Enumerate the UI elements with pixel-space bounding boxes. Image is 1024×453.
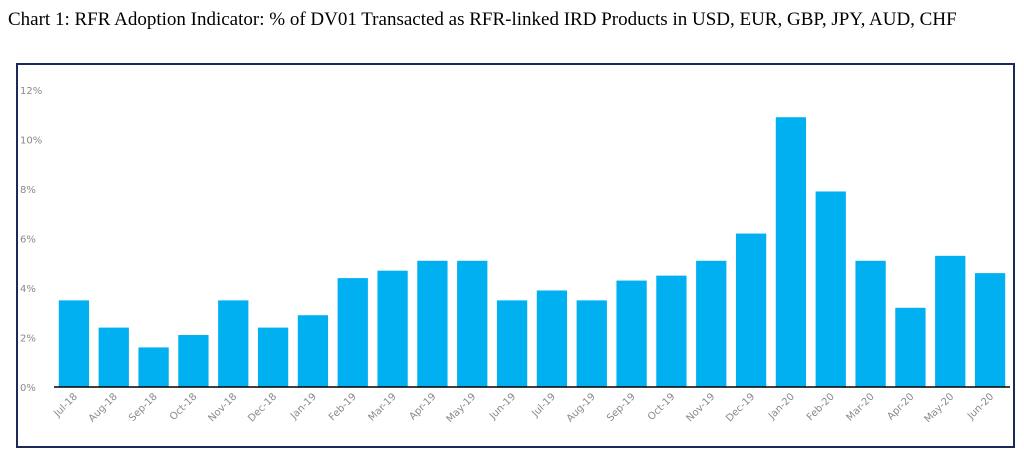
bar-feb-19 xyxy=(337,278,368,387)
x-tick-label: Jun-19 xyxy=(487,391,518,422)
x-tick-label: Jul-18 xyxy=(51,391,80,420)
y-tick-label: 6% xyxy=(20,235,36,246)
bar-mar-19 xyxy=(377,270,408,387)
x-tick-label: Apr-20 xyxy=(885,391,916,422)
x-axis-ticks: Jul-18 Aug-18 Sep-18 Oct-18 Nov-18 Dec-18 Jan-… xyxy=(51,391,996,425)
x-tick-label: Oct-19 xyxy=(646,391,678,423)
y-tick-label: 10% xyxy=(20,136,42,147)
chart-frame: 0% 2% 4% 6% 8% 10% 12% Jul-18 Aug-18 Sep-18 Oct-1… xyxy=(16,63,1015,448)
x-tick-label: Aug-18 xyxy=(87,391,120,424)
bar-sep-18 xyxy=(138,347,169,387)
y-tick-label: 2% xyxy=(20,334,36,345)
bar-aug-18 xyxy=(98,327,129,387)
x-tick-label: Jan-20 xyxy=(766,391,797,422)
x-tick-label: Nov-18 xyxy=(206,391,239,424)
y-tick-label: 12% xyxy=(20,86,42,97)
x-tick-label: Jan-19 xyxy=(288,391,319,422)
y-tick-label: 8% xyxy=(20,185,36,196)
bar-aug-19 xyxy=(576,300,607,387)
x-tick-label: Jul-19 xyxy=(529,391,558,420)
y-tick-label: 4% xyxy=(20,284,36,295)
x-tick-label: Apr-19 xyxy=(407,391,438,422)
x-tick-label: Sep-18 xyxy=(127,391,160,424)
bar-dec-19 xyxy=(735,233,767,387)
bar-oct-19 xyxy=(656,275,687,387)
y-tick-label: 0% xyxy=(20,383,36,394)
x-tick-label: Feb-19 xyxy=(327,391,359,423)
x-tick-label: Oct-18 xyxy=(168,391,200,423)
bar-jun-20 xyxy=(974,273,1006,387)
x-tick-label: Aug-19 xyxy=(565,391,598,424)
x-tick-label: Nov-19 xyxy=(684,391,717,424)
bars xyxy=(58,117,1006,387)
y-axis-ticks: 0% 2% 4% 6% 8% 10% 12% xyxy=(20,86,42,394)
x-tick-label: Sep-19 xyxy=(605,391,638,424)
bar-may-19 xyxy=(457,260,488,387)
bar-jan-19 xyxy=(297,315,329,387)
bar-may-20 xyxy=(935,255,966,387)
x-tick-label: Mar-19 xyxy=(366,391,398,423)
bar-mar-20 xyxy=(855,260,886,387)
bar-jun-19 xyxy=(496,300,528,387)
bar-jan-20 xyxy=(775,117,807,387)
bar-jul-19 xyxy=(536,290,568,387)
x-tick-label: Dec-18 xyxy=(246,391,279,424)
x-tick-label: Jun-20 xyxy=(965,391,996,422)
bar-apr-20 xyxy=(895,307,926,387)
x-tick-label: May-19 xyxy=(445,391,479,425)
bar-jul-18 xyxy=(58,300,90,387)
bar-dec-18 xyxy=(257,327,289,387)
bar-nov-18 xyxy=(218,300,249,387)
bar-apr-19 xyxy=(417,260,448,387)
x-tick-label: Mar-20 xyxy=(844,391,876,423)
bar-nov-19 xyxy=(696,260,727,387)
bar-feb-20 xyxy=(815,191,846,387)
bar-sep-19 xyxy=(616,280,647,387)
bar-oct-18 xyxy=(178,335,209,387)
x-tick-label: Feb-20 xyxy=(805,391,837,423)
x-tick-label: Dec-19 xyxy=(724,391,757,424)
bar-chart: 0%2%4%6%8%10%12% Jul-18 Aug-18 Sep-18 Oct-1… xyxy=(20,86,1010,425)
chart-title: Chart 1: RFR Adoption Indicator: % of DV… xyxy=(8,9,957,30)
x-tick-label: May-20 xyxy=(923,391,957,425)
